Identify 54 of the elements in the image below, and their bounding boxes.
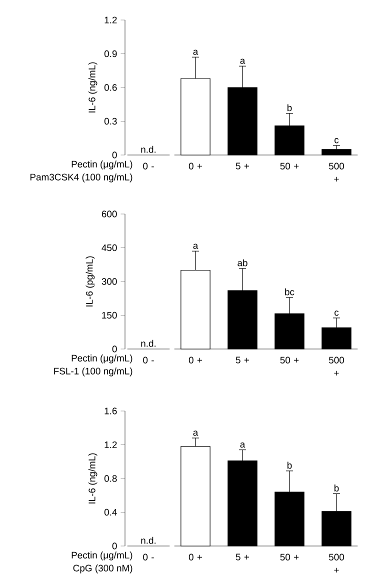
y-tick-label: 0.3 (104, 118, 117, 125)
text: CpG (300 nM) (73, 564, 132, 574)
y-tick-label: 0.9 (104, 50, 117, 58)
x-tick-label: 0 + (188, 554, 202, 560)
y-axis-title: IL-6 (pg/mL) (86, 256, 95, 306)
x-tick-label: 5 + (236, 554, 249, 560)
text: Pectin (μg/mL) (72, 552, 132, 560)
y-tick-label: 1.2 (104, 441, 117, 448)
text: Pectin (μg/mL) (72, 354, 132, 364)
x-tick-label: 0 - (143, 356, 154, 364)
text: Pam3CSK4 (100 ng/mL) (30, 174, 132, 182)
y-tick-label: 0.8 (104, 475, 117, 482)
y-axis-title: IL-6 (ng/mL) (88, 453, 98, 504)
x-tick-label: 50 + (280, 162, 299, 170)
y-tick-label: 450 (102, 244, 117, 252)
y-tick-label: 1.6 (104, 408, 117, 414)
data-label: a (240, 442, 246, 448)
y-tick-label: 1.2 (104, 16, 117, 24)
data-label: ab (238, 259, 248, 266)
data-label: a (193, 50, 198, 55)
y-tick-label: 0 (112, 346, 117, 352)
y-tick-label: 0 (112, 152, 117, 158)
data-label: a (240, 58, 246, 64)
x-tick-label: 5 + (236, 162, 249, 170)
data-label: c (334, 310, 339, 316)
x-tick-label: 50 + (280, 554, 299, 560)
text: FSL-1 (100 ng/mL) (54, 368, 132, 376)
y-tick-label: 600 (102, 210, 117, 218)
y-tick-label: 0.6 (104, 84, 117, 91)
x-tick-label: 0 - (143, 162, 154, 170)
x-tick-label: 500 + (328, 356, 344, 376)
y-tick-label: 150 (102, 312, 117, 319)
x-tick-label: 0 - (143, 554, 154, 560)
data-label: c (334, 138, 339, 144)
data-label: a (193, 430, 198, 436)
annotation: n.d. (141, 340, 156, 347)
x-tick-label: 500 + (328, 554, 344, 572)
data-label: a (193, 244, 198, 249)
data-label: b (287, 104, 292, 112)
x-tick-label: 5 + (236, 356, 249, 364)
x-tick-label: 500 + (328, 162, 344, 182)
annotation: n.d. (141, 536, 156, 544)
data-label: b (287, 462, 292, 469)
annotation: n.d. (141, 146, 156, 153)
x-tick-label: 0 + (188, 162, 202, 170)
y-axis-title: IL-6 (ng/mL) (88, 62, 98, 112)
y-tick-label: 0 (112, 542, 117, 550)
data-label: b (334, 484, 339, 492)
data-label: bc (285, 288, 294, 296)
x-tick-label: 0 + (188, 356, 202, 364)
x-tick-label: 50 + (280, 356, 299, 364)
y-tick-label: 300 (102, 278, 117, 285)
text: Pectin (μg/mL) (72, 160, 132, 170)
y-tick-label: 0.4 (104, 508, 117, 516)
